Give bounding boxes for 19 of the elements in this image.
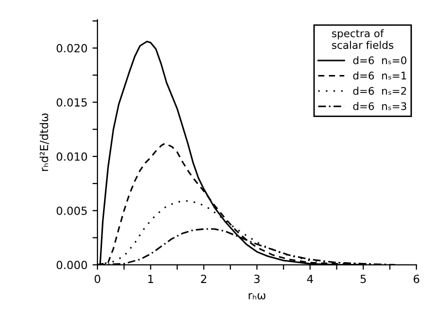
y-tick-label: 0.005 xyxy=(56,206,87,215)
y-tick-label: 0.020 xyxy=(56,44,87,52)
y-tick-label: 0.000 xyxy=(56,260,87,270)
legend-label: d=6 nₛ=2 xyxy=(353,86,406,95)
legend-label: d=6 nₛ=0 xyxy=(353,56,406,64)
x-tick-label: 0 xyxy=(94,274,100,284)
x-tick-label: 2 xyxy=(201,274,206,283)
legend-title: spectra of scalar fields xyxy=(332,29,394,49)
y-tick-label: 0.010 xyxy=(56,152,87,161)
x-axis-title: rₕω xyxy=(248,293,266,300)
legend-label: d=6 nₛ=3 xyxy=(353,102,406,110)
y-axis-title: rₕd²E/dtdω xyxy=(40,114,50,171)
x-tick-label: 3 xyxy=(254,274,260,284)
y-tick-label: 0.015 xyxy=(56,98,87,107)
x-tick-label: 4 xyxy=(307,274,314,283)
x-tick-label: 6 xyxy=(414,274,420,284)
x-tick-label: 5 xyxy=(360,274,366,284)
legend-label: d=6 nₛ=1 xyxy=(353,71,406,80)
x-tick-label: 1 xyxy=(148,274,154,283)
